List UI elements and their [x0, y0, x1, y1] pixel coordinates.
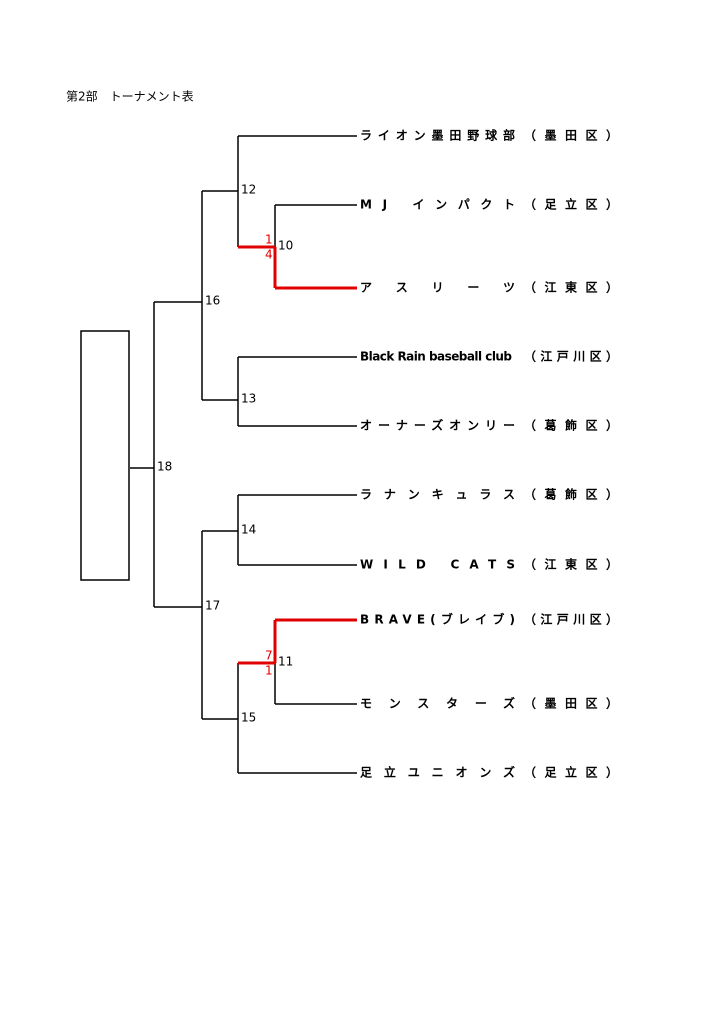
team-ward: （葛飾区）: [524, 487, 618, 502]
team-ward: （足立区）: [524, 197, 618, 212]
match-score: 7: [265, 649, 273, 663]
team-name: モンスターズ: [360, 696, 515, 711]
title: 第2部 トーナメント表: [66, 89, 194, 104]
match-number: 14: [241, 523, 256, 537]
team-ward: （江戸川区）: [524, 612, 618, 627]
team-name: 足立ユニオンズ: [360, 765, 515, 780]
team-ward: （墨田区）: [524, 696, 618, 711]
match-score: 4: [265, 248, 273, 262]
match-score: 1: [265, 233, 273, 247]
team-ward: （墨田区）: [524, 128, 618, 143]
team-name: オーナーズオンリー: [360, 418, 515, 433]
match-number: 17: [205, 599, 220, 613]
team-ward: （江東区）: [524, 557, 618, 572]
match-number: 16: [205, 294, 220, 308]
team-name: アスリーツ: [360, 281, 515, 295]
match-number: 10: [278, 239, 293, 253]
champion-box: [80, 330, 130, 581]
team-name: MJ インパクト: [360, 198, 515, 212]
team-name: WILD CATS: [360, 558, 515, 572]
match-number: 12: [241, 183, 256, 197]
match-number: 11: [278, 655, 293, 669]
match-number: 13: [241, 392, 256, 406]
match-number: 15: [241, 711, 256, 725]
team-ward: （江戸川区）: [524, 349, 618, 364]
team-ward: （足立区）: [524, 765, 618, 780]
match-score: 1: [265, 664, 273, 678]
match-number: 18: [157, 460, 172, 474]
team-name: ラナンキュラス: [360, 488, 515, 502]
team-ward: （江東区）: [524, 280, 618, 295]
team-name: Black Rain baseball club: [360, 350, 512, 364]
team-ward: （葛飾区）: [524, 418, 618, 433]
team-name: BRAVE(ブレイブ): [360, 612, 515, 627]
team-name: ライオン墨田野球部: [360, 128, 515, 143]
